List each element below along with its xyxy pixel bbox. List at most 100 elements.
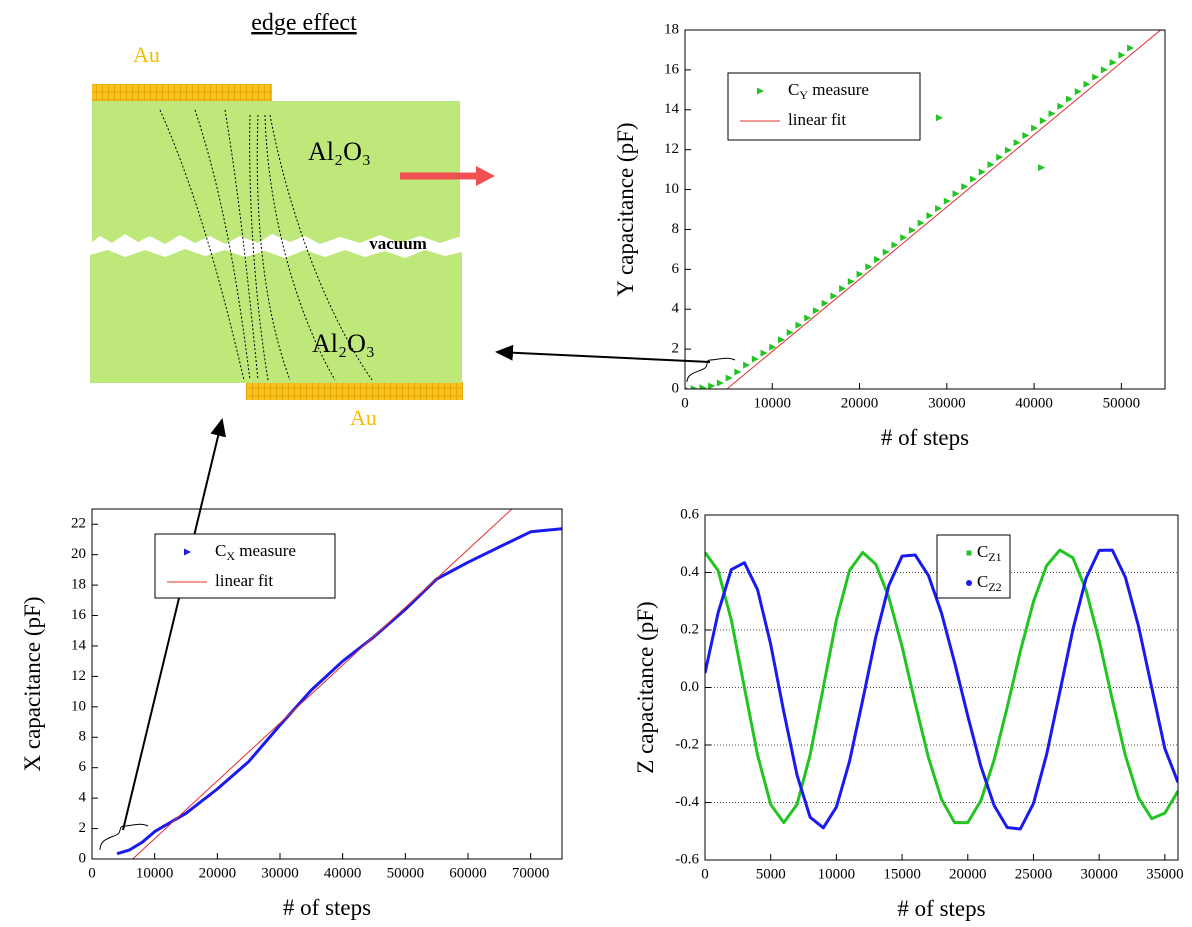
marker	[1092, 73, 1100, 81]
legend: CX measure linear fit	[154, 533, 336, 599]
y-tick-label: 12	[71, 668, 86, 684]
legend-box	[936, 534, 1011, 599]
y-tick-label: 2	[672, 341, 680, 357]
x-tick-label: 25000	[1015, 866, 1053, 882]
y-tick-label: -0.2	[675, 736, 699, 752]
diagram: edge effect Au Al₂O₃ vacuum Al₂O₃ Au	[90, 10, 736, 851]
marker	[917, 219, 925, 227]
marker	[1057, 102, 1065, 110]
marker	[900, 234, 908, 242]
chart: -0.6 -0.4 -0.2 0.0 0.2 0.4 0.6 0 5000 10000 15000 2…	[633, 506, 1184, 921]
arrow	[495, 344, 711, 363]
y-tick-label: 16	[664, 61, 680, 77]
legend-swatch	[966, 550, 972, 556]
chart: 0 2 4 6 8 10 12 14 16 18 20 22 0 10000 20000 30000 40000…	[20, 508, 563, 920]
marker	[1039, 117, 1047, 125]
y-tick-label: 2	[79, 820, 87, 836]
plot-area	[116, 509, 562, 859]
dielectric	[92, 101, 460, 247]
arrow-head	[476, 166, 495, 186]
x-tick-label: 60000	[449, 865, 487, 881]
marker	[978, 168, 986, 176]
marker	[734, 368, 742, 376]
marker	[1100, 66, 1108, 74]
electrode	[92, 84, 272, 101]
x-tick-label: 0	[681, 395, 689, 411]
label: Al₂O₃	[312, 329, 375, 358]
x-tick-label: 30000	[1080, 866, 1118, 882]
y-tick-label: 8	[672, 221, 680, 237]
marker	[1083, 80, 1091, 88]
x-tick-label: 10000	[136, 865, 174, 881]
y-tick-label: 10	[664, 181, 679, 197]
electrode	[246, 382, 463, 400]
x-tick-label: 15000	[883, 866, 921, 882]
plot-area	[685, 30, 1161, 389]
plot-area	[705, 548, 1178, 831]
y-tick-label: 0.0	[680, 679, 699, 695]
marker	[778, 336, 785, 344]
y-tick-label: 0.4	[680, 564, 699, 580]
marker	[891, 241, 899, 249]
dielectric	[90, 247, 462, 383]
y-tick-label: 20	[71, 546, 86, 562]
marker	[856, 270, 864, 278]
legend-label: CZ2	[977, 572, 1002, 594]
legend-box	[154, 533, 336, 599]
x-tick-label: 40000	[1015, 395, 1053, 411]
marker	[821, 299, 829, 307]
series-line	[705, 548, 1178, 831]
marker	[847, 277, 855, 285]
series-line	[132, 509, 513, 859]
marker	[795, 321, 803, 329]
marker	[987, 161, 995, 169]
marker	[830, 292, 838, 300]
x-tick-label: 20000	[841, 395, 879, 411]
legend-label: linear fit	[788, 110, 846, 129]
plot-frame	[704, 514, 1179, 861]
legend-box	[727, 72, 921, 141]
marker	[865, 263, 873, 271]
legend-label: linear fit	[215, 571, 273, 590]
marker	[1118, 51, 1126, 59]
legend-swatch	[757, 87, 764, 95]
marker	[751, 355, 759, 363]
marker	[1022, 132, 1030, 140]
y-tick-label: 0.2	[680, 621, 699, 637]
x-tick-label: 50000	[1103, 395, 1141, 411]
marker	[716, 379, 724, 387]
y-tick-label: 0	[79, 850, 87, 866]
vacuum-gap	[90, 234, 462, 258]
label: vacuum	[369, 234, 427, 253]
y-tick-label: 14	[71, 637, 87, 653]
marker	[1004, 146, 1012, 154]
legend: CY measure linear fit	[727, 72, 921, 141]
marker	[935, 205, 943, 213]
marker	[699, 384, 707, 389]
chart: 0 2 4 6 8 10 12 14 16 18 0 10000 20000 30000 40000 5000…	[613, 21, 1166, 450]
x-axis-title: # of steps	[897, 896, 985, 921]
y-tick-label: 10	[71, 698, 86, 714]
marker	[874, 256, 881, 264]
marker	[804, 314, 812, 322]
marker	[1031, 124, 1039, 132]
legend-swatch	[966, 580, 972, 586]
legend-label: CX measure	[215, 541, 296, 563]
marker	[743, 361, 751, 369]
marker	[769, 343, 777, 351]
marker	[812, 307, 820, 315]
legend-label: CY measure	[788, 80, 869, 102]
series-line	[705, 548, 1178, 825]
x-tick-label: 20000	[949, 866, 987, 882]
label: Au	[350, 405, 377, 430]
y-tick-label: 16	[71, 607, 87, 623]
y-tick-label: 0	[672, 380, 680, 396]
x-tick-label: 5000	[756, 866, 786, 882]
x-axis-title: # of steps	[283, 895, 371, 920]
y-tick-label: 18	[664, 21, 679, 37]
y-tick-label: 6	[672, 261, 680, 277]
arrow	[122, 418, 227, 831]
y-axis-title: Y capacitance (pF)	[613, 122, 638, 296]
marker	[935, 114, 943, 122]
